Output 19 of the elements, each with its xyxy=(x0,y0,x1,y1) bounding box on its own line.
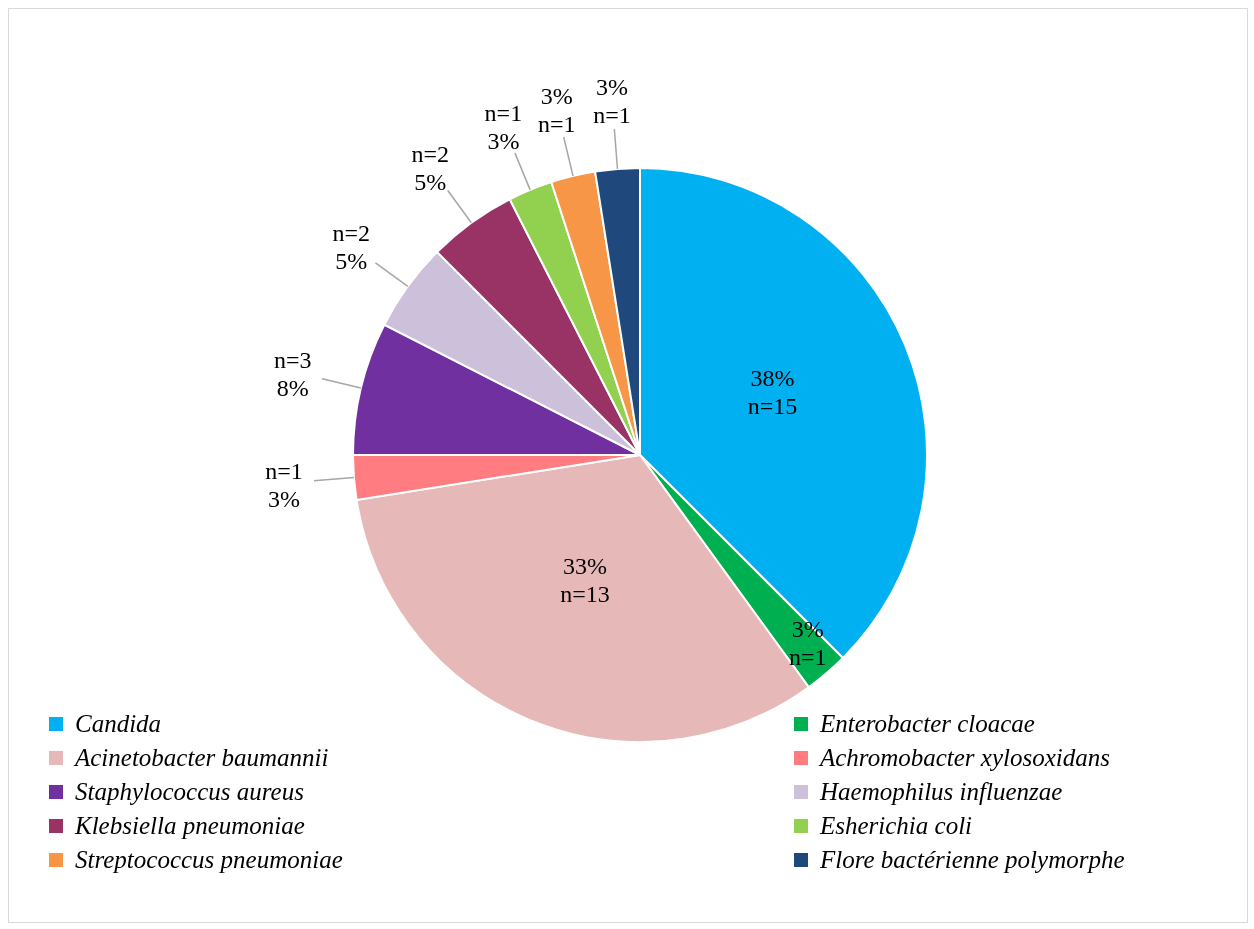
legend-label: Klebsiella pneumoniae xyxy=(75,812,305,840)
legend-label: Esherichia coli xyxy=(820,812,973,840)
legend-label: Acinetobacter baumannii xyxy=(75,744,329,772)
data-label: n=2 5% xyxy=(411,141,449,196)
legend-label: Candida xyxy=(75,710,162,738)
legend-label: Achromobacter xylosoxidans xyxy=(820,744,1110,772)
data-label: n=1 3% xyxy=(265,458,303,513)
data-label: n=1 3% xyxy=(484,100,523,155)
data-label: 3% n=1 xyxy=(593,74,631,129)
legend-label: Haemophilus influenzae xyxy=(820,778,1063,806)
data-label: 38% n=15 xyxy=(747,365,798,420)
legend-label: Streptococcus pneumoniae xyxy=(75,846,343,874)
data-label: 33% n=13 xyxy=(560,552,610,607)
legend-label: Enterobacter cloacae xyxy=(820,710,1035,738)
data-label: n=3 8% xyxy=(274,346,312,401)
legend-label: Flore bactérienne polymorphe xyxy=(820,846,1125,874)
data-label: n=2 5% xyxy=(332,220,370,275)
data-label: 3% n=1 xyxy=(537,82,576,137)
legend-label: Staphylococcus aureus xyxy=(75,778,304,806)
